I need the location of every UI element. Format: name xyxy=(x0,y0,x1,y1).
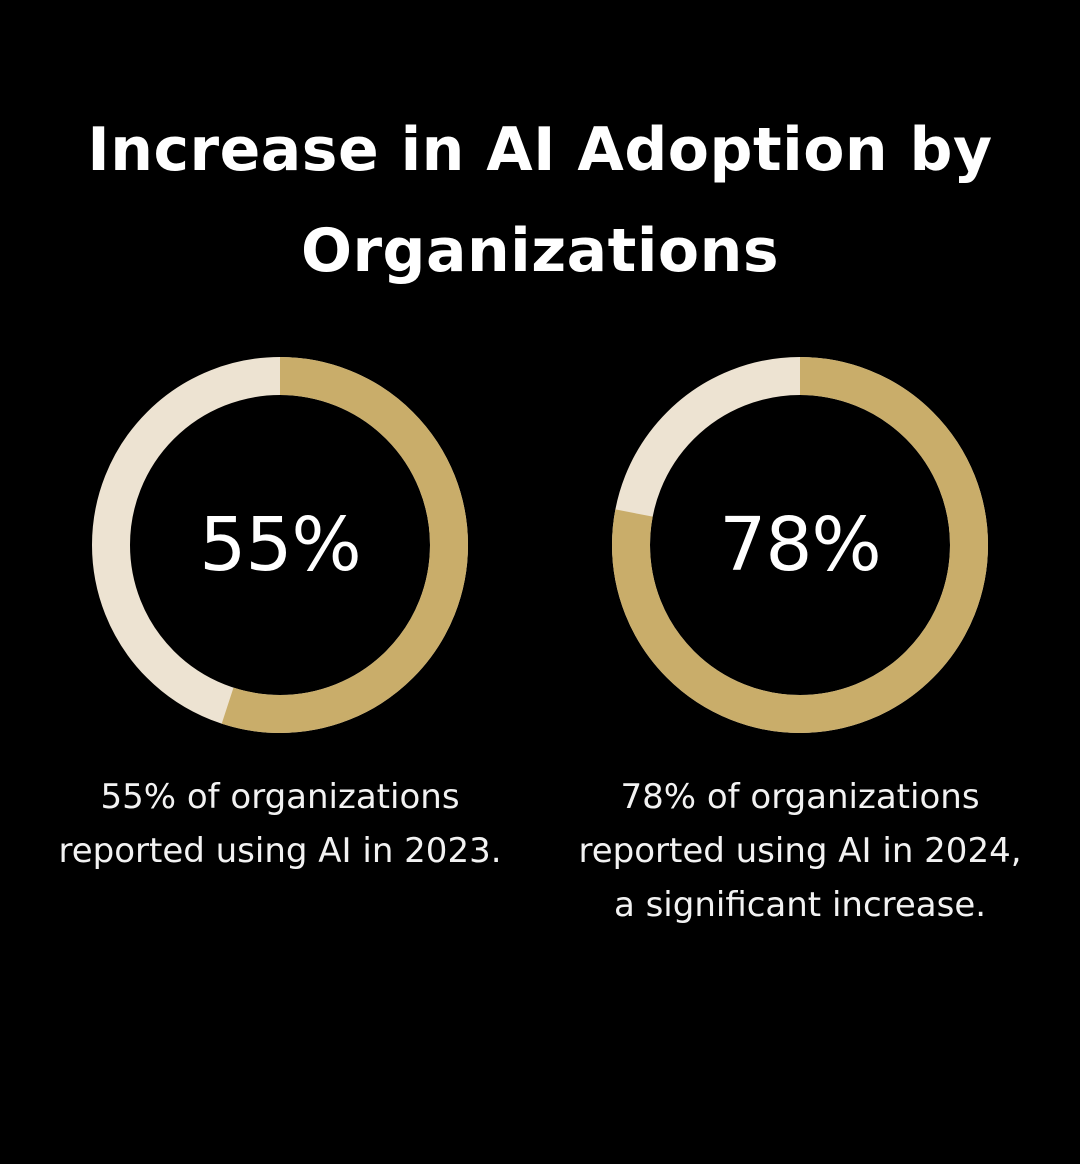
title-line-2: Organizations xyxy=(300,215,780,286)
donut-value-label-2024: 78% xyxy=(719,502,881,588)
donut-value-label-2023: 55% xyxy=(199,502,361,588)
caption-2023-line-2: reported using AI in 2023. xyxy=(58,831,502,871)
donut-chart-2023: 55% xyxy=(90,355,470,735)
caption-2024-line-2: reported using AI in 2024, xyxy=(578,831,1022,871)
donut-filled-arc-2024 xyxy=(612,357,988,733)
donut-chart-2024: 78% xyxy=(610,355,990,735)
donut-filled-arc-2023 xyxy=(92,357,468,733)
caption-2024: 78% of organizations reported using AI i… xyxy=(540,770,1060,932)
title-line-1: Increase in AI Adoption by xyxy=(87,115,993,185)
page-title: Increase in AI Adoption by Organizations xyxy=(40,100,1040,302)
donut-svg-2023 xyxy=(92,357,468,733)
caption-2024-line-1: 78% of organizations xyxy=(620,777,980,817)
caption-2023: 55% of organizations reported using AI i… xyxy=(20,770,540,878)
caption-2023-line-1: 55% of organizations xyxy=(100,777,460,817)
caption-2024-line-3: a significant increase. xyxy=(613,885,987,925)
donut-svg-2024 xyxy=(612,357,988,733)
